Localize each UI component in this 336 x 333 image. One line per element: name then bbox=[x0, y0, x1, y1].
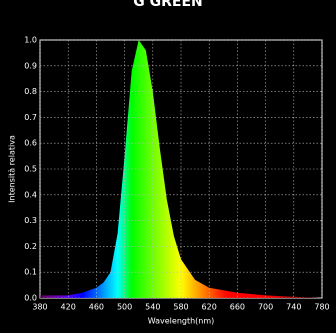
y-tick-label: 0.7 bbox=[24, 113, 37, 122]
x-tick-label: 380 bbox=[32, 303, 47, 312]
y-tick-label: 0.9 bbox=[24, 61, 37, 70]
chart-title: G GREEN bbox=[133, 0, 202, 10]
y-tick-label: 1.0 bbox=[24, 36, 37, 45]
x-tick-label: 580 bbox=[173, 303, 188, 312]
y-tick-label: 0.0 bbox=[24, 294, 37, 303]
y-axis-label: Intensità relativa bbox=[8, 135, 17, 203]
x-tick-label: 500 bbox=[117, 303, 132, 312]
y-tick-label: 0.3 bbox=[24, 216, 37, 225]
x-tick-label: 460 bbox=[89, 303, 104, 312]
y-tick-label: 0.2 bbox=[24, 242, 37, 251]
x-tick-label: 660 bbox=[230, 303, 245, 312]
x-tick-label: 780 bbox=[314, 303, 329, 312]
y-tick-label: 0.6 bbox=[24, 139, 37, 148]
x-tick-label: 540 bbox=[145, 303, 160, 312]
x-tick-label: 740 bbox=[286, 303, 301, 312]
x-tick-label: 700 bbox=[258, 303, 273, 312]
y-tick-label: 0.1 bbox=[24, 268, 37, 277]
x-tick-label: 420 bbox=[61, 303, 76, 312]
y-tick-label: 0.4 bbox=[24, 190, 37, 199]
y-tick-label: 0.8 bbox=[24, 87, 37, 96]
x-tick-label: 620 bbox=[202, 303, 217, 312]
x-axis-label: Wavelength(nm) bbox=[148, 317, 215, 326]
y-tick-label: 0.5 bbox=[24, 165, 37, 174]
